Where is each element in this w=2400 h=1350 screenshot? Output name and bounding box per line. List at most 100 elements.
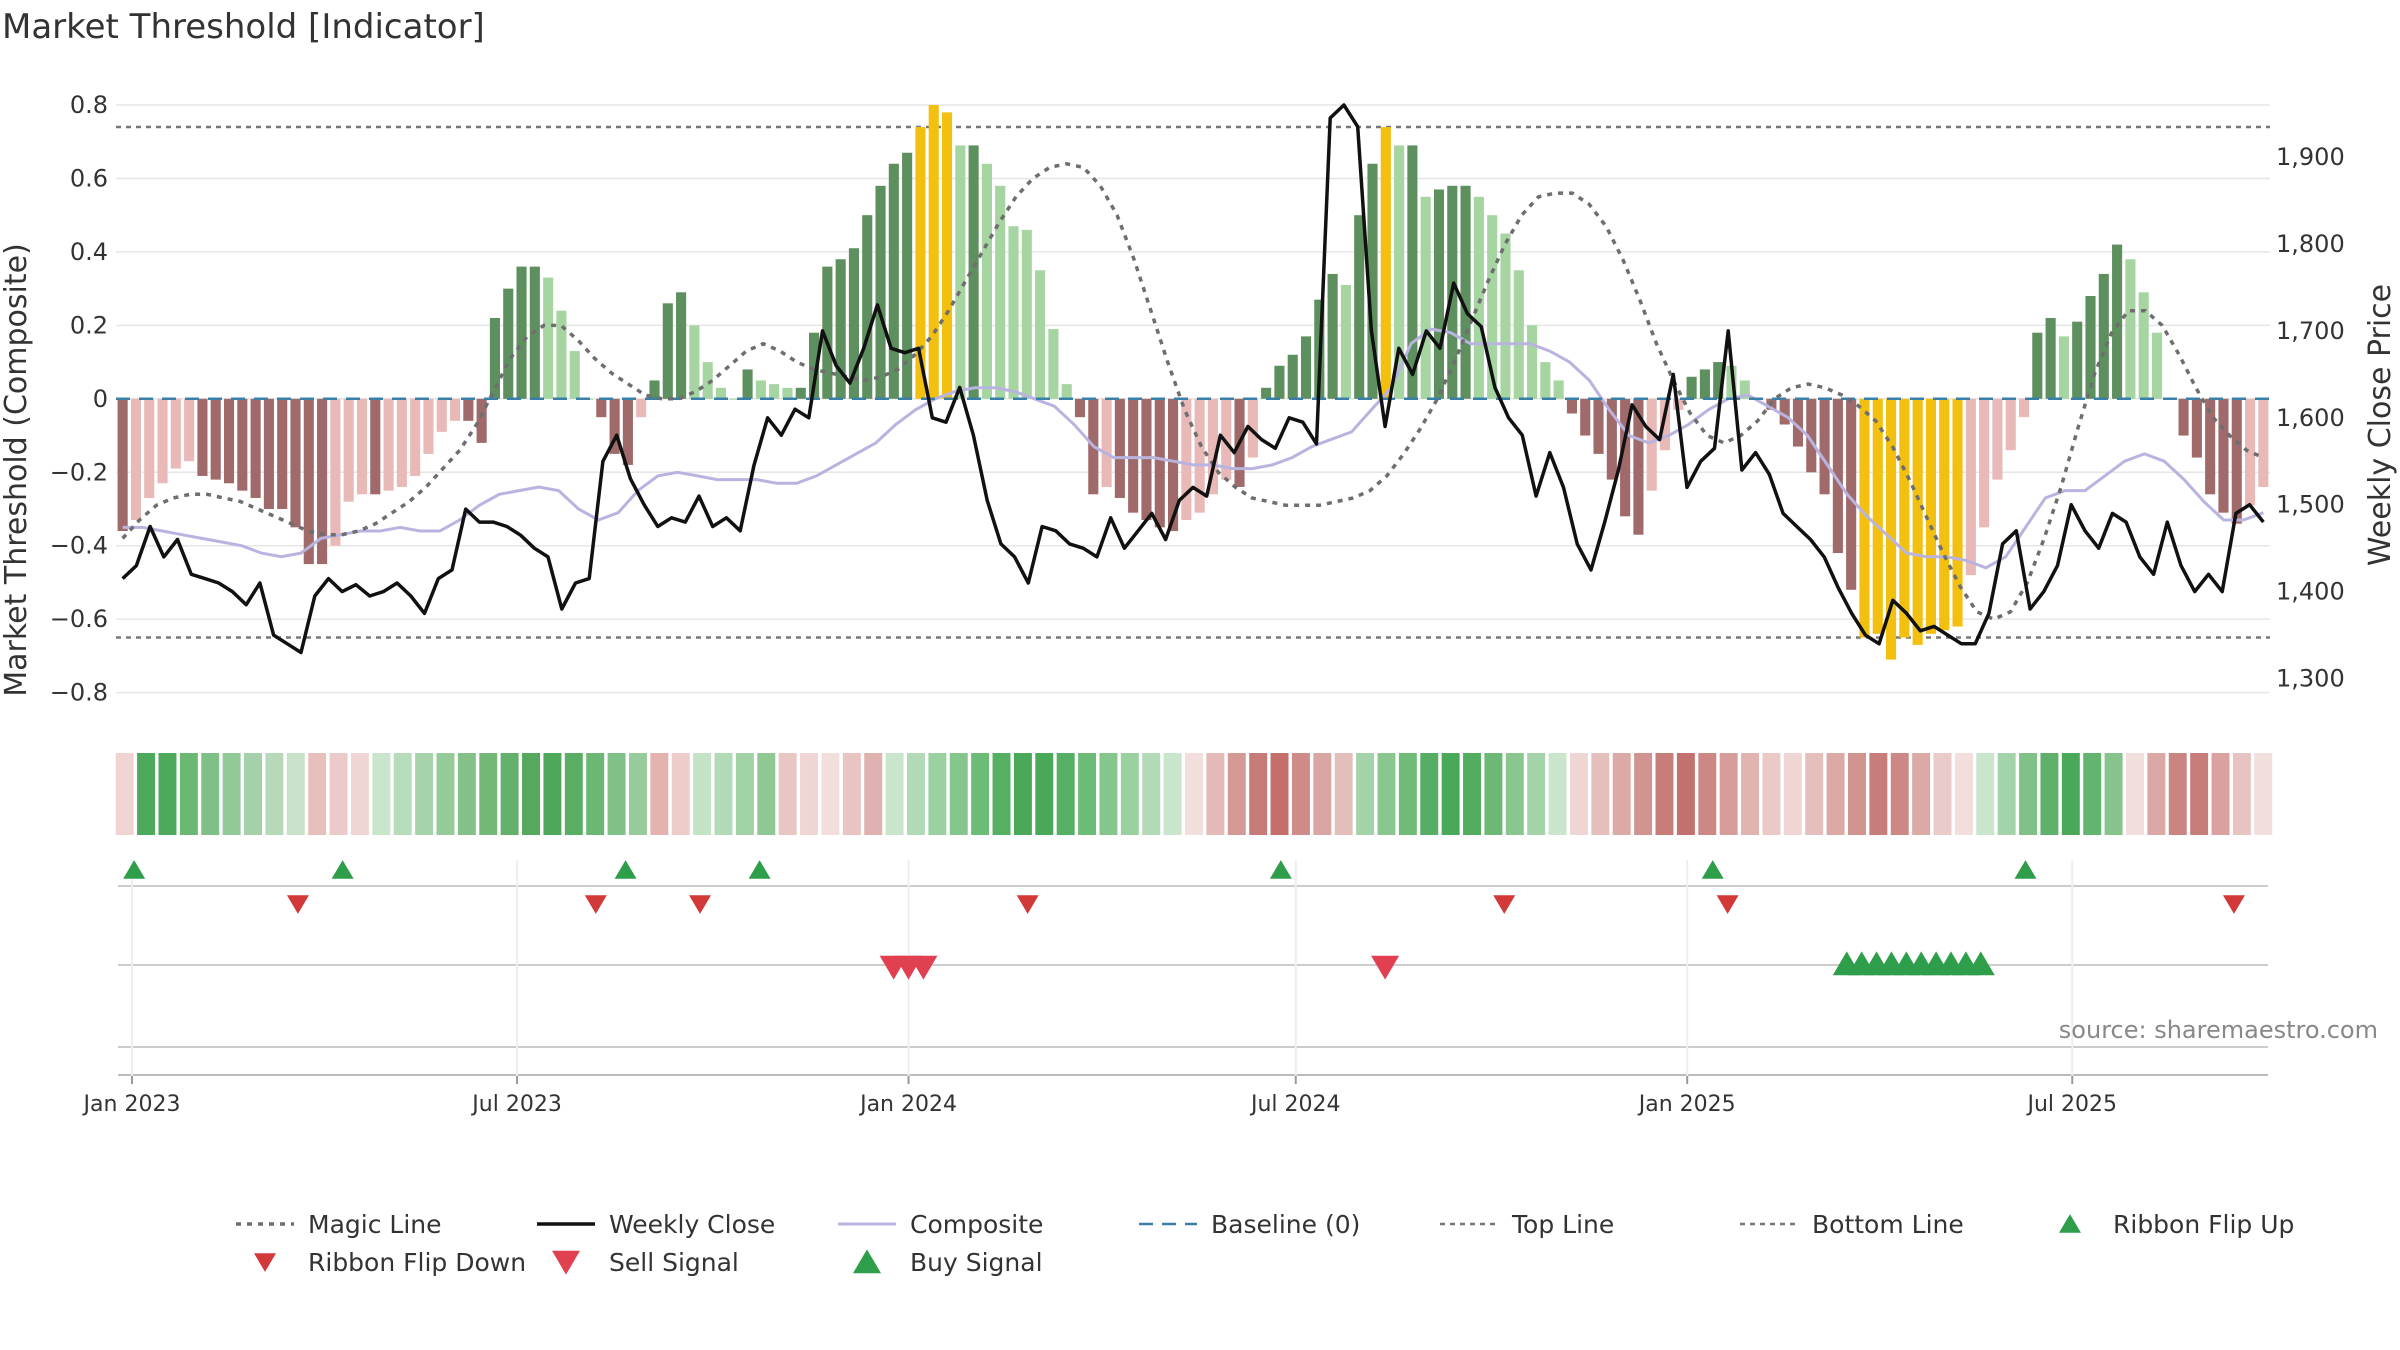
composite-bar <box>2218 398 2229 513</box>
ribbon-cell <box>607 753 626 835</box>
ribbon-cell <box>1377 753 1396 835</box>
left-tick-label: −0.4 <box>50 532 108 560</box>
composite-bar <box>1048 329 1059 399</box>
ribbon-cell <box>179 753 198 835</box>
signal-panel <box>118 860 2268 1080</box>
legend-label: Top Line <box>1511 1210 1614 1239</box>
composite-bar <box>1566 398 1577 414</box>
ribbon-cell <box>158 753 177 835</box>
ribbon-cell <box>714 753 733 835</box>
left-tick-label: −0.2 <box>50 458 108 486</box>
composite-bar <box>144 398 155 498</box>
composite-bar <box>1221 398 1232 480</box>
ribbon-flip-down-marker <box>584 895 607 914</box>
composite-bar <box>410 398 421 476</box>
reference-lines <box>116 125 2270 639</box>
ribbon-cell <box>1099 753 1118 835</box>
ribbon-cell <box>1698 753 1717 835</box>
ribbon-cell <box>1655 753 1674 835</box>
x-tick-label: Jan 2024 <box>858 1092 957 1117</box>
composite-bar <box>569 351 580 399</box>
ribbon-cell <box>757 753 776 835</box>
composite-bar <box>676 292 687 399</box>
composite-bar <box>2125 259 2136 399</box>
ribbon-cell <box>393 753 412 835</box>
composite-bar <box>1261 387 1272 399</box>
composite-bar <box>436 398 447 432</box>
ribbon-cell <box>1548 753 1567 835</box>
ribbon-cell <box>1356 753 1375 835</box>
composite-bar <box>2231 398 2242 524</box>
composite-bar <box>1979 398 1990 528</box>
composite-bar <box>1394 145 1405 399</box>
right-tick-label: 1,300 <box>2276 665 2345 693</box>
ribbon-cell <box>864 753 883 835</box>
composite-bar <box>1912 398 1923 645</box>
composite-bar <box>330 398 341 546</box>
ribbon-cell <box>1013 753 1032 835</box>
composite-bar <box>170 398 181 469</box>
ribbon-cell <box>1976 753 1995 835</box>
ribbon-cell <box>1912 753 1931 835</box>
composite-bar <box>1992 398 2003 480</box>
composite-bar <box>1620 398 1631 517</box>
ribbon-cell <box>971 753 990 835</box>
ribbon-flip-up-marker <box>2014 860 2037 879</box>
composite-bar <box>383 398 394 491</box>
composite-bar <box>1832 398 1843 554</box>
ribbon-cell <box>735 753 754 835</box>
x-tick-label: Jul 2024 <box>1249 1092 1341 1117</box>
ribbon-cell <box>992 753 1011 835</box>
composite-bar <box>450 398 461 421</box>
composite-bar <box>1194 398 1205 513</box>
ribbon-cell <box>2190 753 2209 835</box>
composite-bar <box>809 332 820 399</box>
ribbon-cell <box>1056 753 1075 835</box>
ribbon-cell <box>2040 753 2059 835</box>
composite-bar <box>117 398 128 532</box>
composite-bar <box>1646 398 1657 491</box>
ribbon-cell <box>693 753 712 835</box>
composite-bar <box>2258 398 2269 487</box>
composite-bar <box>423 398 434 454</box>
series-lines <box>116 103 2270 655</box>
composite-bar <box>742 369 753 399</box>
composite-bar <box>290 398 301 528</box>
composite-bar <box>2045 318 2056 399</box>
composite-bar <box>197 398 208 476</box>
composite-bar <box>370 398 381 495</box>
composite-bar <box>1952 398 1963 627</box>
ribbon-cell <box>1334 753 1353 835</box>
composite-bar <box>476 398 487 443</box>
left-tick-label: 0.4 <box>70 238 108 266</box>
composite-bar <box>1500 233 1511 399</box>
composite-bar <box>1540 362 1551 399</box>
ribbon-cell <box>1505 753 1524 835</box>
composite-bar <box>1527 325 1538 399</box>
legend: Magic Line Weekly Close Composite Baseline … <box>236 1210 2294 1277</box>
right-tick-label: 1,700 <box>2276 317 2345 345</box>
left-tick-label: 0.2 <box>70 311 108 339</box>
ribbon-cell <box>2061 753 2080 835</box>
right-axis-title: Weekly Close Price <box>2363 284 2398 566</box>
ribbon-cell <box>436 753 455 835</box>
ribbon-cell <box>1826 753 1845 835</box>
ribbon-cell <box>821 753 840 835</box>
composite-bar <box>1939 398 1950 631</box>
ribbon-cell <box>2211 753 2230 835</box>
ribbon-cell <box>778 753 797 835</box>
legend-swatch <box>853 1249 881 1274</box>
ribbon-cell <box>265 753 284 835</box>
left-tick-label: −0.6 <box>50 605 108 633</box>
ribbon-cell <box>2254 753 2273 835</box>
composite-bar <box>862 215 873 399</box>
composite-bar <box>263 398 274 509</box>
composite-bar <box>1899 398 1910 638</box>
ribbon-cell <box>2232 753 2251 835</box>
composite-bar <box>2072 321 2083 399</box>
composite-bar <box>1713 362 1724 399</box>
composite-bar <box>1460 185 1471 399</box>
legend-label: Composite <box>910 1210 1043 1239</box>
composite-bar <box>2245 398 2256 506</box>
composite-bar <box>1779 398 1790 425</box>
